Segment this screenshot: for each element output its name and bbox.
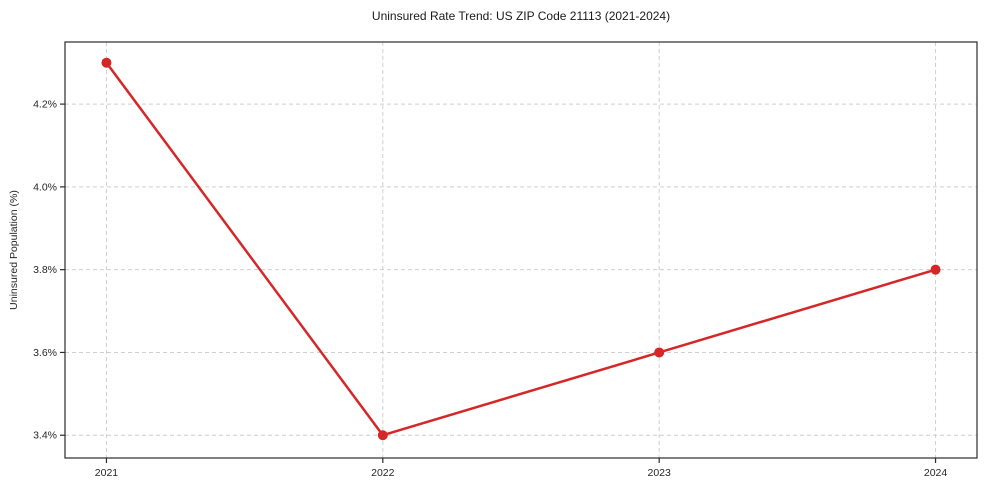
data-point-marker: [930, 264, 941, 275]
y-axis-label: Uninsured Population (%): [8, 190, 20, 310]
trend-line: [105, 61, 937, 437]
chart-title: Uninsured Rate Trend: US ZIP Code 21113 …: [371, 9, 671, 23]
x-tick-label: 2021: [95, 467, 119, 479]
y-tick-label: 4.2%: [33, 99, 57, 111]
data-point-marker: [377, 430, 388, 441]
x-tick-label: 2024: [924, 467, 948, 479]
y-tick-label: 3.8%: [33, 264, 57, 276]
y-tick-label: 3.6%: [33, 347, 57, 359]
y-tick-label: 3.4%: [33, 430, 57, 442]
plot-border: [64, 41, 978, 459]
data-point-marker: [654, 347, 665, 358]
data-point-marker: [101, 57, 112, 68]
x-tick-label: 2022: [371, 467, 395, 479]
y-tick-label: 4.0%: [33, 181, 57, 193]
x-tick-label: 2023: [648, 467, 672, 479]
